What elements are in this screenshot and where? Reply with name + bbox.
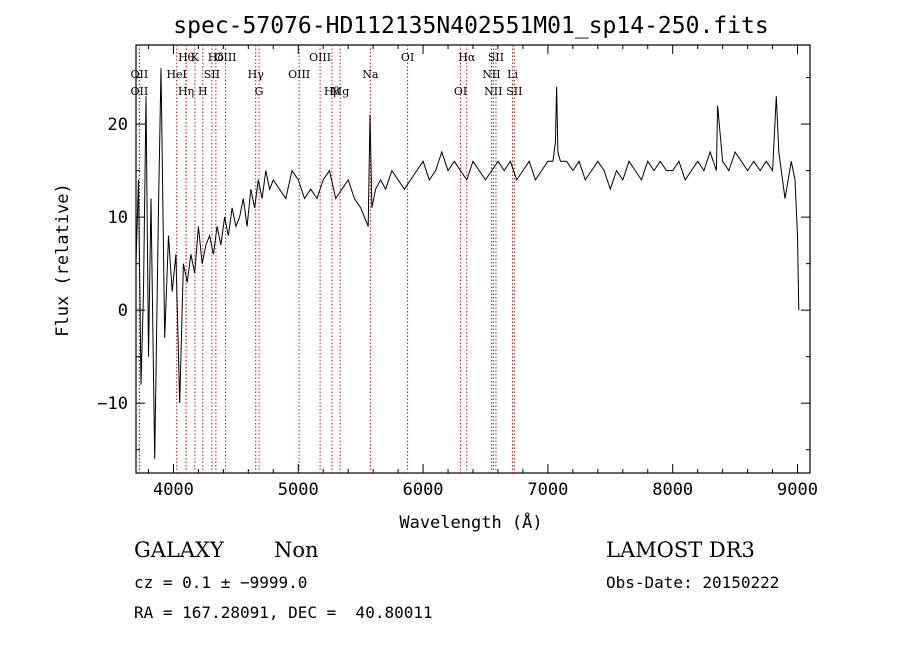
emission-line-markers bbox=[138, 45, 515, 473]
marker-label: Na bbox=[362, 68, 379, 81]
marker-label: SII bbox=[506, 85, 522, 98]
marker-label: Hβ bbox=[324, 85, 340, 98]
y-tick-label: 20 bbox=[108, 115, 128, 135]
marker-label: OIII bbox=[288, 68, 310, 81]
marker-label: OI bbox=[401, 51, 414, 64]
y-tick-label: −10 bbox=[97, 394, 128, 414]
redshift-readout: cz = 0.1 ± −9999.0 bbox=[134, 573, 308, 592]
marker-label: SII bbox=[204, 68, 220, 81]
marker-label: Hη bbox=[178, 85, 194, 98]
marker-label: K bbox=[191, 51, 200, 64]
x-tick-label: 9000 bbox=[777, 480, 818, 500]
marker-label: Hθ bbox=[178, 51, 195, 64]
marker-label: Hα bbox=[458, 51, 476, 64]
y-axis-ticks: −10 0 10 20 bbox=[97, 77, 810, 451]
marker-label: Hγ bbox=[248, 68, 265, 81]
x-tick-label: 4000 bbox=[153, 480, 194, 500]
marker-label: NII bbox=[484, 85, 502, 98]
x-axis-ticks: 4000 5000 6000 7000 8000 9000 bbox=[147, 45, 818, 500]
marker-label: OII bbox=[131, 85, 149, 98]
survey-name: LAMOST DR3 bbox=[606, 538, 755, 562]
marker-label: OIII bbox=[309, 51, 331, 64]
object-class: GALAXY bbox=[134, 538, 224, 562]
coordinates-readout: RA = 167.28091, DEC = 40.80011 bbox=[134, 603, 433, 622]
marker-label: G bbox=[255, 85, 264, 98]
marker-label: SII bbox=[488, 51, 504, 64]
marker-label: HeI bbox=[166, 68, 186, 81]
marker-label: NII bbox=[482, 68, 500, 81]
spectrum-line bbox=[135, 68, 800, 460]
chart-title: spec-57076-HD112135N402551M01_sp14-250.f… bbox=[173, 13, 768, 39]
marker-label: Mg bbox=[331, 85, 349, 98]
x-tick-label: 8000 bbox=[652, 480, 693, 500]
marker-label: Hδ bbox=[208, 51, 225, 64]
marker-label: OII bbox=[131, 68, 149, 81]
observation-date: Obs-Date: 20150222 bbox=[606, 573, 780, 592]
plot-frame bbox=[135, 44, 811, 474]
marker-label: Li bbox=[507, 68, 518, 81]
y-tick-label: 0 bbox=[118, 301, 128, 321]
object-subclass: Non bbox=[274, 538, 319, 562]
marker-label: H bbox=[198, 85, 208, 98]
y-axis-label: Flux (relative) bbox=[53, 183, 73, 337]
marker-label: OIII bbox=[214, 51, 236, 64]
x-tick-label: 7000 bbox=[527, 480, 568, 500]
x-tick-label: 6000 bbox=[403, 480, 444, 500]
marker-label: OI bbox=[454, 85, 467, 98]
x-tick-label: 5000 bbox=[278, 480, 319, 500]
x-axis-label: Wavelength (Å) bbox=[399, 511, 542, 533]
y-tick-label: 10 bbox=[108, 208, 128, 228]
